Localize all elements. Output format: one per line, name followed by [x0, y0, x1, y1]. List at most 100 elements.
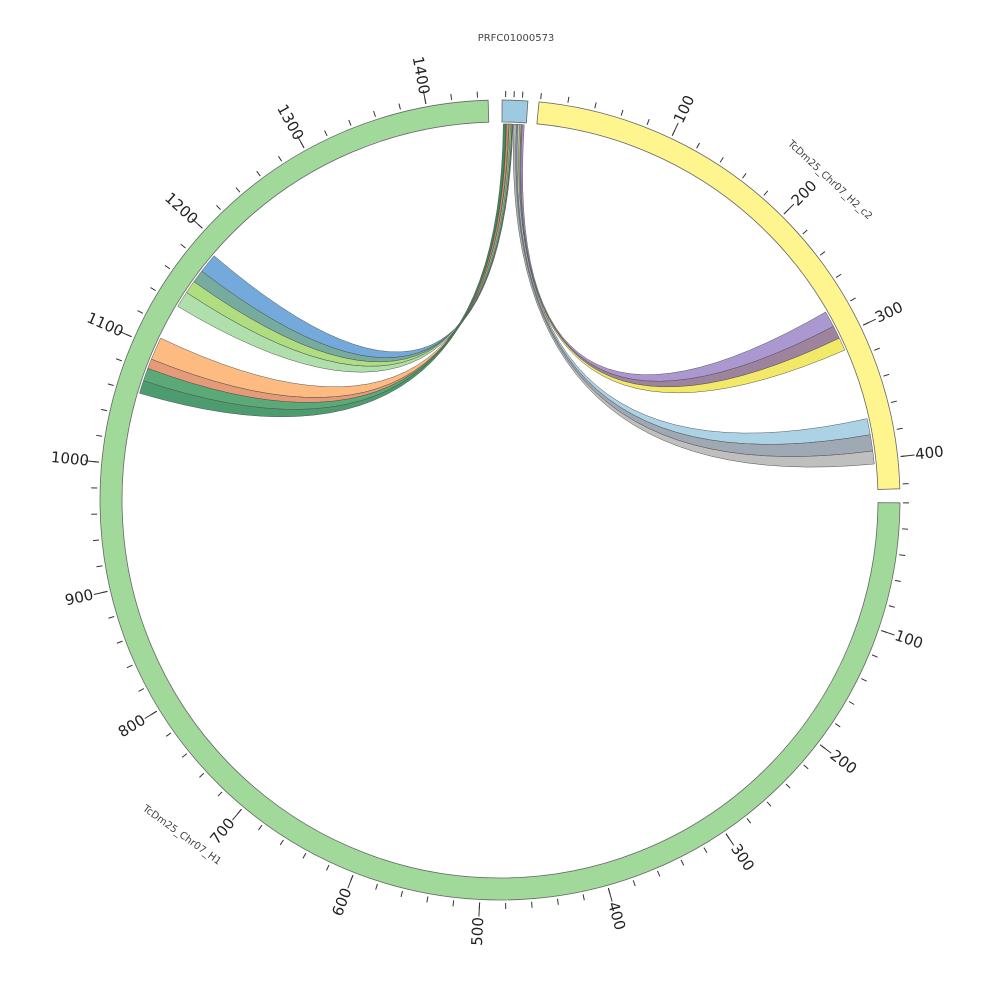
tick-label: 400: [604, 900, 629, 932]
minor-tick: [861, 679, 866, 682]
minor-tick: [889, 606, 895, 608]
major-tick: [820, 745, 831, 754]
minor-tick: [216, 205, 220, 209]
major-tick: [784, 204, 794, 214]
minor-tick: [451, 94, 452, 100]
minor-tick: [151, 288, 156, 291]
minor-tick: [401, 891, 402, 897]
minor-tick: [850, 298, 855, 301]
tick-label: 200: [788, 177, 821, 210]
minor-tick: [647, 119, 649, 125]
minor-tick: [743, 173, 747, 178]
minor-tick: [895, 580, 901, 581]
minor-tick: [849, 702, 854, 705]
minor-tick: [595, 102, 596, 108]
minor-tick: [541, 93, 542, 99]
minor-tick: [764, 191, 768, 196]
minor-tick: [349, 120, 351, 126]
segment-prfc: [502, 100, 528, 123]
tick-label: 300: [872, 298, 906, 327]
minor-tick: [376, 884, 378, 890]
tick-label: 200: [827, 746, 861, 778]
minor-tick: [820, 252, 825, 256]
tick-label: 400: [914, 442, 944, 463]
minor-tick: [427, 897, 428, 903]
minor-tick: [138, 311, 143, 314]
minor-tick: [303, 853, 306, 858]
labels-layer: 100 200 300 400 100 200 300 400 500 600 700 800 900 1…: [50, 33, 945, 946]
tick-label: 500: [468, 917, 487, 947]
major-tick: [672, 123, 678, 136]
minor-tick: [767, 802, 771, 806]
minor-tick: [96, 566, 102, 567]
minor-tick: [325, 131, 328, 136]
minor-tick: [182, 754, 187, 758]
major-tick: [863, 319, 876, 325]
minor-tick: [899, 555, 905, 556]
minor-tick: [836, 274, 841, 277]
minor-tick: [96, 435, 102, 436]
minor-tick: [116, 359, 122, 361]
minor-tick: [883, 374, 889, 376]
minor-tick: [127, 665, 132, 667]
minor-tick: [897, 428, 903, 429]
minor-tick: [720, 157, 723, 162]
tick-label: 1300: [273, 101, 307, 143]
major-tick: [608, 888, 612, 901]
minor-tick: [633, 880, 635, 886]
minor-tick: [835, 724, 840, 727]
minor-tick: [218, 792, 222, 796]
minor-tick: [166, 733, 171, 736]
minor-tick: [108, 616, 114, 618]
minor-tick: [872, 655, 878, 657]
minor-tick: [258, 825, 262, 830]
minor-tick: [681, 860, 684, 865]
minor-tick: [891, 401, 897, 402]
tick-label: 800: [115, 711, 149, 741]
tick-label: 1100: [84, 309, 126, 341]
minor-tick: [399, 104, 400, 110]
tick-label: 600: [328, 885, 355, 918]
minor-tick: [786, 784, 790, 788]
tick-label: 700: [206, 814, 238, 848]
major-tick: [901, 455, 915, 457]
tick-label: 300: [727, 841, 758, 875]
minor-tick: [568, 97, 569, 103]
minor-tick: [374, 111, 376, 117]
tick-label: 1000: [50, 448, 90, 470]
minor-tick: [557, 899, 558, 905]
segment-name-prfc: PRFC01000573: [478, 33, 555, 44]
minor-tick: [117, 641, 123, 643]
minor-tick: [165, 265, 170, 268]
minor-tick: [199, 773, 203, 777]
minor-tick: [278, 156, 281, 161]
tick-label: 900: [63, 585, 95, 609]
tick-label: 100: [670, 92, 699, 126]
major-tick: [881, 631, 894, 636]
minor-tick: [747, 818, 751, 823]
link-prfc-h1-9: [178, 124, 511, 372]
minor-tick: [704, 848, 707, 853]
tick-label: 100: [892, 626, 925, 652]
minor-tick: [108, 384, 114, 386]
minor-tick: [327, 865, 330, 870]
minor-tick: [101, 409, 107, 410]
minor-tick: [257, 171, 261, 176]
minor-tick: [697, 143, 700, 148]
major-tick: [145, 711, 157, 718]
minor-tick: [453, 900, 454, 906]
minor-tick: [874, 348, 880, 350]
major-tick: [348, 875, 353, 888]
minor-tick: [803, 230, 808, 234]
minor-tick: [804, 765, 809, 769]
minor-tick: [236, 188, 240, 193]
minor-tick: [583, 894, 584, 900]
links-layer: [139, 124, 874, 467]
minor-tick: [93, 540, 99, 541]
major-tick: [233, 809, 242, 820]
major-tick: [94, 591, 108, 594]
major-tick: [726, 834, 734, 846]
minor-tick: [621, 110, 623, 116]
